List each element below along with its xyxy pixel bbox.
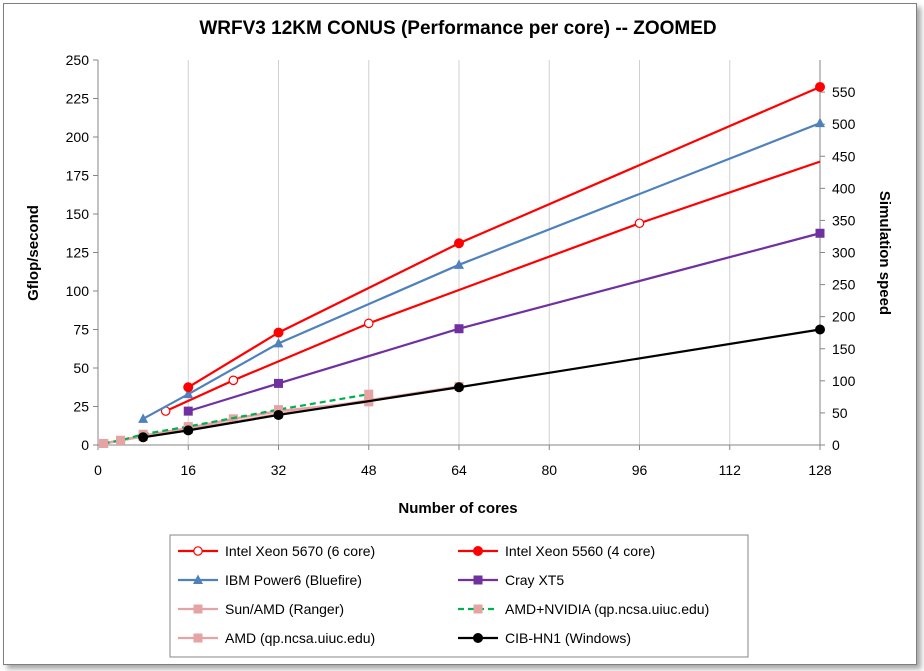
legend-label: Cray XT5 — [505, 572, 564, 588]
series-line — [165, 160, 821, 413]
x-tick-label: 80 — [541, 462, 557, 478]
legend-swatch-marker — [473, 575, 483, 585]
legend-swatch-marker — [193, 633, 203, 643]
y2-tick-label: 250 — [832, 277, 856, 293]
data-point — [228, 375, 239, 386]
x-tick-label: 0 — [94, 462, 102, 478]
x-tick-label: 48 — [361, 462, 377, 478]
y2-tick-label: 100 — [832, 373, 856, 389]
x-tick-label: 32 — [271, 462, 287, 478]
legend-label: Intel Xeon 5670 (6 core) — [225, 543, 375, 559]
legend-swatch — [178, 633, 218, 643]
x-tick-label: 16 — [180, 462, 196, 478]
y2-tick-label: 50 — [832, 405, 848, 421]
data-point — [183, 425, 194, 436]
data-point — [815, 117, 825, 128]
data-point — [183, 388, 194, 399]
data-point — [364, 389, 374, 399]
data-point — [454, 324, 464, 334]
y2-tick-label: 500 — [832, 116, 856, 132]
data-point — [454, 238, 464, 249]
data-point — [273, 337, 284, 348]
y-tick-label: 75 — [73, 322, 89, 338]
data-point — [273, 409, 284, 420]
x-tick-label: 64 — [451, 462, 467, 478]
legend-swatch — [178, 574, 218, 584]
y2-axis-title: Simulation speed — [876, 191, 893, 315]
y-tick-label: 250 — [66, 52, 90, 68]
legend-label: Sun/AMD (Ranger) — [225, 601, 344, 617]
legend-swatch-marker — [473, 604, 483, 614]
y-tick-label: 25 — [73, 399, 89, 415]
data-point — [815, 228, 825, 238]
legend-swatch — [458, 604, 498, 614]
y-tick-label: 150 — [66, 206, 90, 222]
legend-swatch — [458, 546, 498, 556]
y2-tick-label: 450 — [832, 148, 856, 164]
data-point — [363, 318, 374, 329]
y-tick-label: 225 — [66, 91, 90, 107]
legend-label: AMD+NVIDIA (qp.ncsa.uiuc.edu) — [505, 601, 709, 617]
data-point — [138, 413, 149, 423]
y2-tick-label: 550 — [832, 84, 856, 100]
legend-swatch-marker — [473, 633, 483, 643]
legend-swatch — [178, 604, 218, 614]
series-2 — [138, 117, 825, 423]
data-point — [815, 324, 825, 335]
y-tick-label: 0 — [81, 437, 89, 453]
data-point — [116, 435, 126, 445]
x-tick-label: 128 — [808, 462, 832, 478]
legend: Intel Xeon 5670 (6 core) Intel Xeon 5560 … — [169, 534, 749, 658]
y-tick-label: 50 — [73, 360, 89, 376]
legend-swatch-marker — [193, 604, 203, 614]
data-point — [138, 432, 149, 443]
data-point — [274, 378, 283, 388]
series-7 — [138, 324, 825, 443]
legend-label: Intel Xeon 5560 (4 core) — [505, 543, 655, 559]
data-point — [183, 406, 193, 416]
x-tick-label: 96 — [632, 462, 648, 478]
y-tick-label: 175 — [66, 168, 90, 184]
legend-swatch-marker — [473, 546, 483, 556]
series-line — [187, 85, 821, 389]
chart-title: WRFV3 12KM CONUS (Performance per core) … — [199, 18, 716, 39]
y2-tick-label: 300 — [832, 245, 856, 261]
data-point — [273, 327, 284, 338]
legend-swatch — [178, 546, 218, 556]
legend-swatch-marker — [193, 574, 203, 584]
data-point — [454, 382, 464, 393]
legend-label: CIB-HN1 (Windows) — [505, 630, 631, 646]
y2-tick-label: 400 — [832, 180, 856, 196]
y-tick-label: 200 — [66, 129, 90, 145]
legend-swatch — [458, 633, 498, 643]
data-point — [183, 382, 194, 393]
y2-tick-label: 0 — [832, 437, 840, 453]
x-tick-label: 112 — [719, 462, 742, 478]
legend-label: AMD (qp.ncsa.uiuc.edu) — [225, 630, 375, 646]
legend-label: IBM Power6 (Bluefire) — [225, 572, 362, 588]
data-point — [634, 218, 645, 229]
series-3 — [183, 228, 825, 416]
gridlines — [187, 60, 821, 445]
series-0 — [160, 160, 821, 416]
x-axis-title: Number of cores — [398, 500, 517, 517]
data-point — [274, 405, 283, 415]
legend-box — [169, 534, 749, 658]
series-line — [142, 328, 821, 439]
legend-swatch-marker — [193, 546, 203, 556]
series-group — [99, 81, 825, 448]
y2-tick-label: 150 — [832, 341, 856, 357]
series-1 — [183, 81, 825, 393]
y-tick-label: 125 — [66, 245, 90, 261]
data-point — [99, 438, 109, 448]
series-line — [187, 232, 821, 413]
data-point — [454, 259, 464, 269]
y2-tick-label: 350 — [832, 212, 856, 228]
legend-swatch — [458, 575, 498, 585]
y-axis-title: Gflop/second — [25, 205, 42, 301]
y2-tick-label: 200 — [832, 309, 856, 325]
y-tick-label: 100 — [66, 283, 90, 299]
data-point — [815, 81, 825, 92]
